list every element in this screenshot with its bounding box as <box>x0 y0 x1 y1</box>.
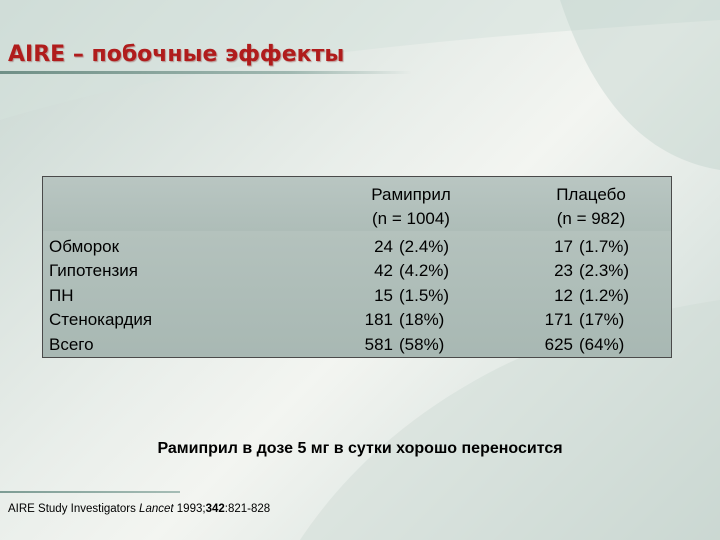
adverse-effects-table: Рамиприл (n = 1004) Плацебо (n = 982) Об… <box>42 176 672 358</box>
ramipril-count: 181 <box>364 310 393 330</box>
ramipril-cell: 15 (1.5%) <box>357 284 449 308</box>
row-label: ПН <box>49 285 74 305</box>
ramipril-cell: 181 (18%) <box>357 308 449 332</box>
ramipril-percent: (58%) <box>399 334 445 354</box>
conclusion-text: Рамиприл в дозе 5 мг в сутки хорошо пере… <box>157 440 563 457</box>
placebo-percent: (17%) <box>579 310 625 330</box>
placebo-count: 171 <box>544 310 573 330</box>
placebo-cell: 17 (1.7%) <box>537 235 629 259</box>
ramipril-cell: 42 (4.2%) <box>357 259 449 283</box>
reference-authors: AIRE Study Investigators <box>8 503 140 515</box>
ramipril-count: 581 <box>364 334 393 354</box>
placebo-percent: (1.7%) <box>579 237 630 256</box>
row-label: Всего <box>49 334 94 354</box>
table-body-band <box>43 231 671 357</box>
column-header-ramipril-n: (n = 1004) <box>372 209 450 228</box>
placebo-count: 23 <box>554 261 573 281</box>
placebo-count: 12 <box>554 285 573 305</box>
ramipril-percent: (1.5%) <box>399 285 450 305</box>
placebo-values: 17 (1.7%) 23 (2.3%) 12 (1.2%) 171 (17%) 625 (… <box>537 235 629 357</box>
row-label: Гипотензия <box>49 261 138 281</box>
ramipril-percent: (18%) <box>399 310 445 330</box>
row-label: Обморок <box>49 237 120 256</box>
row-labels: Обморок Гипотензия ПН Стенокардия Всего <box>49 235 152 357</box>
slide-title: AIRE – побочные эффекты <box>8 42 345 67</box>
column-header-placebo-n: (n = 982) <box>556 209 626 228</box>
title-underline <box>0 71 412 74</box>
placebo-count: 17 <box>554 237 573 256</box>
reference-year: 1993; <box>173 503 206 515</box>
ramipril-count: 15 <box>374 285 393 305</box>
placebo-percent: (2.3%) <box>579 261 630 281</box>
column-header-ramipril-name: Рамиприл <box>371 185 451 204</box>
ramipril-values: 24 (2.4%) 42 (4.2%) 15 (1.5%) 181 (18%) 581 (… <box>357 235 449 357</box>
placebo-cell: 23 (2.3%) <box>537 259 629 283</box>
column-header-ramipril: Рамиприл (n = 1004) <box>351 183 471 231</box>
ramipril-count: 42 <box>374 261 393 281</box>
reference-citation: AIRE Study Investigators Lancet 1993;342… <box>8 503 270 515</box>
placebo-cell: 12 (1.2%) <box>537 284 629 308</box>
reference-volume: 342 <box>205 503 225 515</box>
placebo-cell: 625 (64%) <box>537 333 629 357</box>
ramipril-percent: (2.4%) <box>399 237 450 256</box>
placebo-percent: (1.2%) <box>579 285 630 305</box>
placebo-count: 625 <box>544 334 573 354</box>
ramipril-percent: (4.2%) <box>399 261 450 281</box>
ramipril-cell: 581 (58%) <box>357 333 449 357</box>
column-header-placebo: Плацебо (n = 982) <box>531 183 651 231</box>
ramipril-cell: 24 (2.4%) <box>357 235 449 259</box>
placebo-cell: 171 (17%) <box>537 308 629 332</box>
table-header-band <box>43 177 671 231</box>
reference-underline <box>0 491 180 493</box>
row-label: Стенокардия <box>49 310 153 330</box>
reference-pages: :821-828 <box>224 503 271 515</box>
placebo-percent: (64%) <box>579 334 625 354</box>
reference-journal: Lancet <box>139 503 174 515</box>
ramipril-count: 24 <box>374 237 393 256</box>
column-header-placebo-name: Плацебо <box>556 185 626 204</box>
